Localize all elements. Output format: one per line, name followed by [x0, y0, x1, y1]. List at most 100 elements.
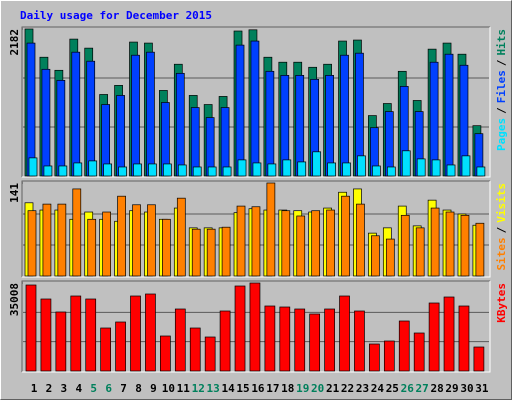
bar [357, 155, 366, 177]
bar [267, 163, 277, 177]
bar [174, 308, 186, 372]
legend-separator: / [495, 59, 508, 66]
bar [445, 211, 455, 277]
legend-entry: Visits [495, 183, 508, 223]
panel-edge-light [22, 281, 491, 373]
bar [219, 310, 231, 372]
bar [460, 214, 470, 277]
bar [428, 302, 440, 372]
bar [87, 218, 97, 277]
bar [192, 166, 202, 177]
bar [86, 60, 96, 177]
bar [415, 227, 425, 277]
x-tick-label: 20 [311, 382, 324, 395]
bar [237, 159, 247, 177]
bar [206, 228, 216, 277]
bar [385, 238, 395, 277]
x-tick-label: 13 [207, 382, 220, 395]
legend: Sites / Visits [495, 183, 508, 271]
bar [413, 332, 425, 372]
x-tick-label: 6 [105, 382, 112, 395]
panel-edge-light [22, 181, 491, 278]
legend-separator: / [495, 107, 508, 114]
x-tick-label: 2 [46, 382, 53, 395]
bar [234, 285, 246, 372]
bar [145, 293, 156, 372]
legend-separator: / [495, 226, 508, 233]
bar [429, 61, 439, 177]
bar [252, 162, 262, 177]
bar [221, 226, 231, 277]
bar [222, 166, 232, 177]
bar [475, 222, 485, 277]
bar [130, 295, 141, 372]
bar [177, 164, 187, 177]
bar [279, 306, 291, 372]
bar [133, 163, 142, 177]
bar [220, 107, 230, 177]
legend: KBytes [495, 283, 508, 323]
y-tick-label: 141 [8, 183, 21, 203]
bar [325, 75, 334, 177]
bar [204, 336, 216, 372]
x-tick-label: 19 [296, 382, 309, 395]
bar [26, 42, 36, 177]
bar [100, 327, 112, 372]
x-tick-label: 25 [386, 382, 399, 395]
bar [309, 313, 321, 372]
bar [55, 311, 67, 372]
bar [297, 161, 307, 177]
x-tick-label: 7 [120, 382, 127, 395]
bar [251, 206, 261, 277]
bar [339, 295, 350, 372]
bar [207, 166, 217, 177]
x-tick-label: 24 [371, 382, 385, 395]
bar [342, 162, 351, 177]
bar [147, 204, 156, 277]
x-tick-label: 18 [281, 382, 294, 395]
bar [103, 163, 113, 177]
x-tick-label: 1 [31, 382, 38, 395]
panel-edge-dark [21, 180, 490, 277]
bar [58, 165, 68, 177]
x-tick-label: 16 [251, 382, 265, 395]
x-tick-label: 11 [177, 382, 191, 395]
legend-entry: Sites [495, 237, 508, 270]
bar [369, 343, 380, 372]
bar [281, 210, 291, 277]
bar [42, 203, 52, 277]
bar [312, 151, 322, 177]
x-tick-label: 29 [445, 382, 458, 395]
bar [28, 157, 38, 177]
bar [132, 204, 141, 277]
bar [324, 308, 335, 372]
bar [372, 165, 381, 177]
y-tick-label: 2182 [8, 29, 21, 56]
bar [41, 68, 51, 177]
bar [163, 163, 172, 177]
x-tick-label: 23 [356, 382, 369, 395]
bar [430, 207, 440, 277]
bar [43, 165, 53, 177]
x-tick-label: 15 [236, 382, 249, 395]
bar [189, 327, 201, 372]
bar [354, 310, 365, 372]
panel-edge-light [22, 27, 491, 178]
bar [176, 197, 186, 277]
bar [56, 79, 66, 177]
bar [236, 205, 246, 277]
x-tick-label: 12 [192, 382, 205, 395]
bar [71, 51, 81, 177]
bar [473, 346, 485, 372]
x-tick-label: 17 [266, 382, 279, 395]
bar [384, 111, 394, 177]
bar [296, 215, 306, 277]
legend-entry: Hits [495, 29, 508, 56]
x-tick-label: 5 [90, 382, 97, 395]
bar [356, 203, 365, 277]
bar [401, 150, 411, 177]
bar [383, 340, 395, 372]
bar [160, 335, 171, 372]
bar [162, 218, 171, 277]
x-tick-label: 22 [341, 382, 354, 395]
